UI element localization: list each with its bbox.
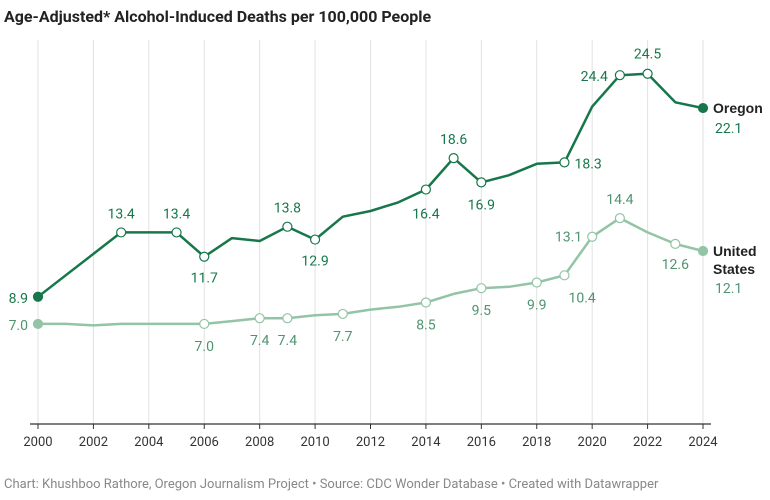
value-label: 9.9	[527, 297, 546, 313]
point	[614, 213, 625, 224]
point	[476, 177, 487, 188]
point	[670, 238, 681, 249]
value-label: 7.4	[278, 333, 298, 349]
value-label: 10.4	[568, 290, 595, 306]
point	[116, 227, 127, 238]
value-label: 12.6	[662, 257, 689, 273]
x-tick-label: 2004	[134, 435, 164, 450]
point	[642, 68, 653, 79]
x-tick-label: 2002	[79, 435, 108, 450]
point	[254, 313, 265, 324]
point	[476, 283, 487, 294]
point	[32, 318, 44, 330]
value-label: 13.4	[107, 206, 134, 222]
value-label: 9.5	[472, 303, 492, 319]
point	[420, 184, 432, 195]
value-label: 11.7	[191, 271, 218, 287]
x-tick-label: 2014	[411, 435, 441, 450]
x-tick-label: 2006	[190, 435, 219, 450]
point	[337, 308, 348, 320]
x-tick-label: 2016	[467, 435, 496, 450]
x-tick-label: 2000	[23, 435, 52, 450]
value-label: 12.1	[715, 281, 742, 297]
point	[282, 313, 293, 324]
point	[697, 102, 709, 114]
value-label: 7.0	[9, 318, 29, 334]
chart-title: Age-Adjusted* Alcohol-Induced Deaths per…	[4, 7, 431, 26]
point	[587, 231, 598, 242]
value-label: 8.9	[9, 291, 28, 307]
point	[531, 277, 542, 288]
value-label: 12.9	[301, 254, 328, 270]
value-label: 16.9	[468, 197, 495, 213]
value-label: 18.6	[440, 132, 467, 148]
point	[32, 291, 44, 302]
point	[420, 297, 432, 308]
point	[614, 70, 625, 81]
x-tick-label: 2018	[522, 435, 551, 450]
x-tick-label: 2008	[245, 435, 274, 450]
point	[199, 318, 210, 330]
value-label: 24.5	[634, 47, 661, 63]
x-tick-label: 2010	[300, 435, 329, 450]
value-label: 13.1	[555, 230, 582, 246]
point	[448, 152, 459, 164]
x-tick-label: 2012	[356, 435, 385, 450]
series-line	[37, 72, 704, 298]
series-label: United States	[713, 243, 757, 277]
value-label: 7.4	[250, 333, 270, 349]
source-note: Chart: Khushboo Rathore, Oregon Journali…	[4, 477, 659, 492]
value-label: 22.1	[715, 121, 742, 137]
x-tick-label: 2024	[688, 435, 718, 450]
value-label: 7.7	[333, 329, 353, 345]
value-label: 13.8	[274, 201, 301, 217]
point	[309, 234, 321, 245]
point	[282, 221, 293, 232]
x-tick-label: 2020	[578, 435, 607, 450]
point	[559, 157, 570, 168]
point	[199, 251, 210, 262]
value-label: 14.4	[606, 192, 633, 208]
value-label: 7.0	[195, 339, 215, 355]
value-label: 13.4	[163, 206, 190, 222]
x-tick-label: 2022	[633, 435, 662, 450]
point	[697, 245, 709, 257]
point	[171, 227, 182, 238]
value-label: 8.5	[416, 317, 436, 333]
value-label: 24.4	[581, 69, 608, 85]
point	[559, 270, 570, 281]
value-label: 16.4	[412, 207, 439, 223]
series-label: Oregon	[713, 100, 763, 117]
value-label: 18.3	[574, 156, 601, 172]
